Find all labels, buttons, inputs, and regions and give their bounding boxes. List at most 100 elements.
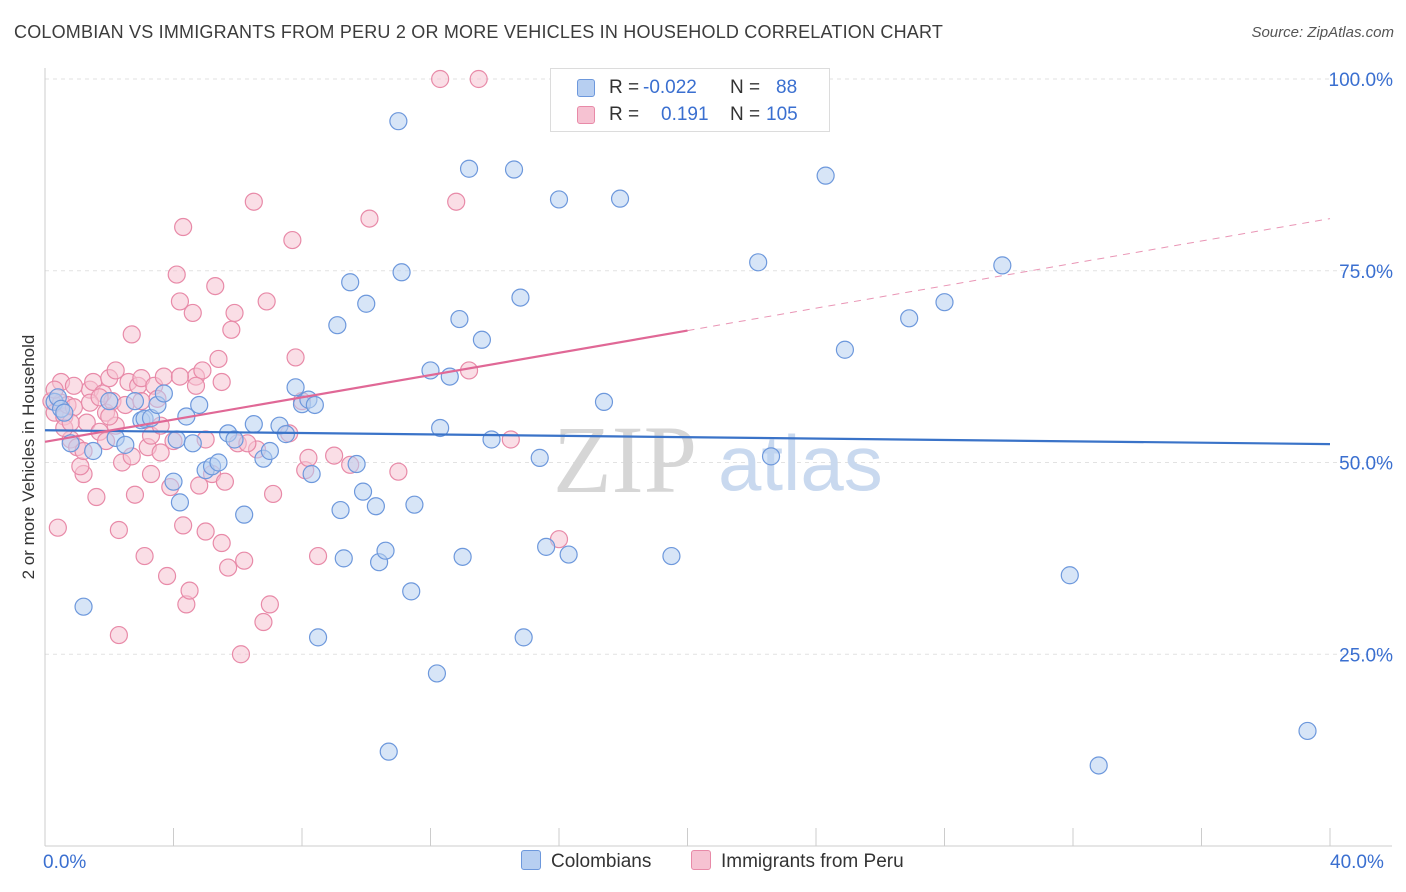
point-peru	[122, 325, 141, 344]
point-peru	[286, 348, 305, 367]
point-peru	[360, 209, 379, 228]
point-colombians	[164, 472, 183, 491]
point-peru	[167, 265, 186, 284]
watermark-atlas: atlas	[718, 419, 883, 507]
legend-r-label: R =	[609, 104, 640, 125]
point-colombians	[389, 112, 408, 131]
legend-r-value: -0.022	[643, 77, 697, 98]
point-peru	[244, 192, 263, 211]
point-colombians	[334, 549, 353, 568]
point-peru	[231, 645, 251, 664]
point-colombians	[170, 493, 190, 512]
trend-line-peru	[44, 329, 688, 443]
point-colombians	[427, 664, 447, 683]
x-tick-label-min: 0.0%	[43, 852, 87, 873]
point-colombians	[366, 497, 385, 516]
point-colombians	[1298, 721, 1317, 741]
point-colombians	[610, 189, 630, 208]
trend-line-colombians	[44, 429, 1331, 446]
point-peru	[235, 551, 254, 570]
point-peru	[212, 372, 231, 392]
point-colombians	[453, 547, 472, 566]
point-peru	[299, 448, 318, 467]
point-colombians	[347, 454, 366, 474]
point-peru	[254, 612, 273, 632]
legend-n-label: N =	[730, 104, 761, 125]
point-peru	[283, 230, 302, 250]
point-peru	[469, 69, 488, 89]
legend-item-peru: Immigrants from Peru	[691, 850, 904, 873]
legend-row-peru: R = 0.191 N = 105	[551, 100, 829, 128]
point-peru	[174, 516, 193, 535]
point-colombians	[559, 545, 578, 564]
point-colombians	[504, 160, 524, 179]
point-colombians	[302, 464, 321, 484]
point-peru	[87, 487, 106, 507]
point-colombians	[125, 392, 145, 411]
point-peru	[174, 217, 193, 237]
point-colombians	[331, 500, 350, 520]
point-peru	[109, 625, 128, 645]
point-colombians	[1060, 566, 1079, 585]
point-colombians	[190, 395, 209, 415]
point-colombians	[379, 742, 398, 761]
point-peru	[209, 349, 228, 369]
point-colombians	[761, 447, 781, 466]
point-peru	[183, 303, 202, 323]
point-colombians	[935, 293, 954, 312]
point-peru	[431, 69, 450, 89]
point-peru	[190, 476, 209, 495]
point-peru	[263, 484, 283, 504]
point-peru	[257, 292, 276, 311]
point-colombians	[328, 316, 347, 335]
point-peru	[125, 485, 145, 504]
point-colombians	[993, 256, 1012, 275]
chart-source: Source: ZipAtlas.com	[1251, 24, 1394, 41]
x-tick-label-max: 40.0%	[1330, 852, 1384, 873]
legend-swatch-blue	[521, 850, 541, 870]
legend-label-peru: Immigrants from Peru	[721, 851, 904, 872]
correlation-legend: R = -0.022 N = 88 R = 0.191 N = 105	[550, 68, 830, 132]
point-colombians	[100, 392, 119, 411]
point-peru	[170, 292, 190, 311]
point-peru	[100, 407, 119, 426]
point-colombians	[450, 309, 469, 329]
point-colombians	[286, 378, 305, 397]
point-colombians	[405, 495, 424, 514]
point-colombians	[154, 384, 173, 403]
point-peru	[447, 192, 466, 211]
point-peru	[196, 522, 215, 541]
point-colombians	[459, 159, 479, 178]
point-peru	[170, 367, 190, 386]
point-peru	[219, 558, 238, 577]
point-colombians	[183, 434, 202, 453]
point-colombians	[341, 273, 360, 292]
point-peru	[193, 361, 212, 380]
point-colombians	[472, 330, 491, 349]
legend-row-colombians: R = -0.022 N = 88	[551, 73, 829, 101]
y-tick-label: 100.0%	[1329, 70, 1394, 91]
legend-label-colombians: Colombians	[551, 851, 652, 872]
legend-r-label: R =	[609, 77, 640, 98]
point-colombians	[900, 309, 919, 328]
point-peru	[135, 546, 154, 566]
point-colombians	[116, 435, 135, 454]
y-tick-label: 75.0%	[1339, 262, 1393, 283]
legend-swatch-pink	[577, 106, 595, 124]
point-colombians	[511, 288, 530, 307]
point-peru	[48, 518, 67, 537]
trend-line-peru-extension	[687, 218, 1331, 332]
axes	[44, 68, 1392, 847]
watermark: ZIP atlas	[553, 406, 883, 513]
point-colombians	[549, 190, 569, 209]
legend-swatch-pink	[691, 850, 711, 870]
point-peru	[106, 361, 125, 380]
point-colombians	[244, 415, 263, 434]
point-colombians	[1089, 756, 1108, 775]
legend-n-value: 88	[776, 77, 798, 98]
y-tick-label: 25.0%	[1339, 645, 1393, 666]
point-colombians	[84, 441, 103, 461]
point-colombians	[537, 537, 556, 556]
point-colombians	[431, 418, 450, 438]
point-colombians	[816, 166, 835, 185]
